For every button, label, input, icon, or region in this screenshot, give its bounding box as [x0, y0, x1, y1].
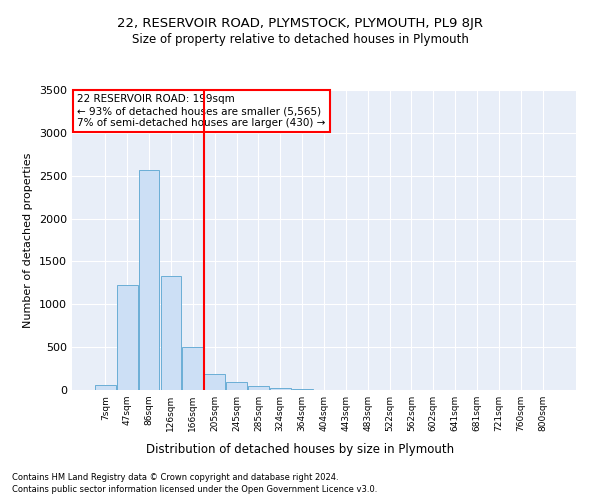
Bar [95, 386, 116, 390]
Bar [161, 276, 181, 390]
Bar [139, 170, 160, 390]
Text: Contains public sector information licensed under the Open Government Licence v3: Contains public sector information licen… [12, 485, 377, 494]
Bar [117, 286, 137, 390]
Text: 22, RESERVOIR ROAD, PLYMSTOCK, PLYMOUTH, PL9 8JR: 22, RESERVOIR ROAD, PLYMSTOCK, PLYMOUTH,… [117, 18, 483, 30]
Text: Size of property relative to detached houses in Plymouth: Size of property relative to detached ho… [131, 32, 469, 46]
Text: 22 RESERVOIR ROAD: 199sqm
← 93% of detached houses are smaller (5,565)
7% of sem: 22 RESERVOIR ROAD: 199sqm ← 93% of detac… [77, 94, 325, 128]
Bar [270, 388, 290, 390]
Bar [292, 389, 313, 390]
Bar [226, 382, 247, 390]
Text: Distribution of detached houses by size in Plymouth: Distribution of detached houses by size … [146, 442, 454, 456]
Bar [248, 386, 269, 390]
Bar [182, 347, 203, 390]
Y-axis label: Number of detached properties: Number of detached properties [23, 152, 34, 328]
Text: Contains HM Land Registry data © Crown copyright and database right 2024.: Contains HM Land Registry data © Crown c… [12, 472, 338, 482]
Bar [204, 374, 225, 390]
